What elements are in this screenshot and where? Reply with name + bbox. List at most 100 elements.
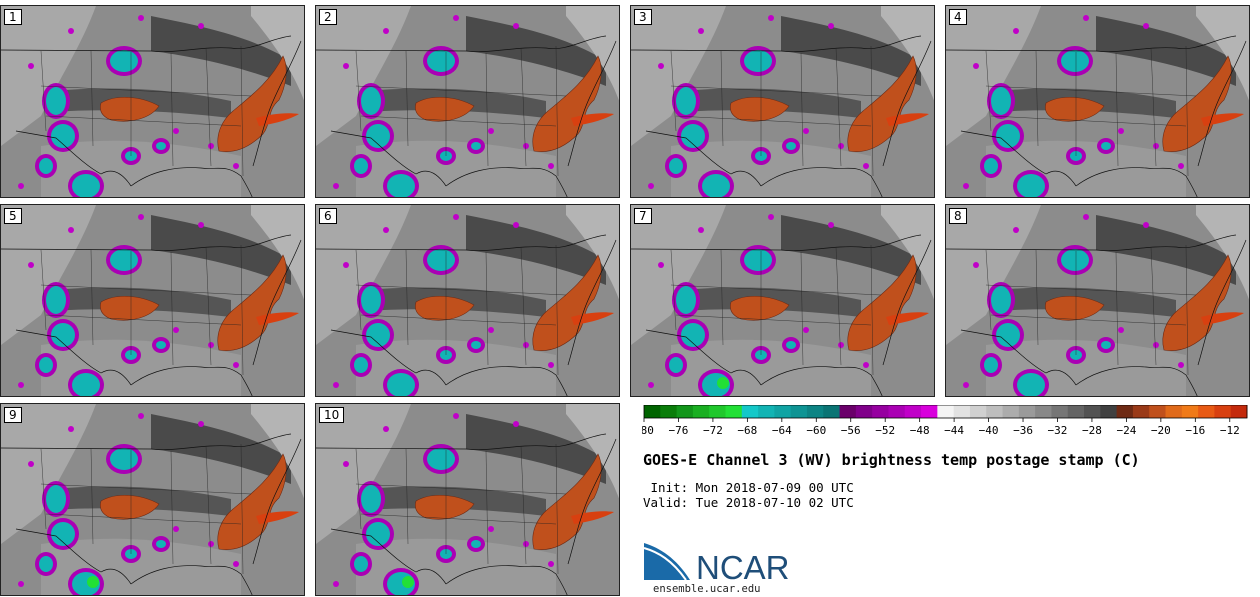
cold-speck [1153,143,1159,149]
colorbar-tick-label: −32 [1048,424,1068,437]
cold-cloud-core [361,87,381,115]
cold-speck [1143,222,1149,228]
member-number: 1 [4,9,22,25]
cold-speck [513,421,519,427]
cold-cloud-core [427,448,455,470]
cold-speck [513,23,519,29]
cold-cloud-core [46,485,66,513]
colorbar-swatch [1230,405,1248,418]
cold-cloud-core [39,158,53,174]
border-canada-us [1,35,292,52]
dry-band-north [1096,215,1236,285]
cold-cloud-core [354,158,368,174]
postage-stamp-panel: 4 [945,5,1250,198]
cold-speck [803,327,809,333]
cold-speck [963,382,969,388]
cold-speck [863,362,869,368]
colorbar-swatch [872,405,889,418]
member-number: 3 [634,9,652,25]
cold-cloud-core [366,323,390,347]
cold-speck [488,327,494,333]
coastline-gulf [760,366,883,396]
member-number: 7 [634,208,652,224]
init-time: Init: Mon 2018-07-09 00 UTC [643,480,854,495]
light-band-east [566,6,619,101]
cold-speck [803,128,809,134]
warm-area-east-tail [886,312,929,325]
warm-area-central [415,97,475,122]
coastline-gulf [1075,167,1198,197]
colorbar-swatch [1035,405,1052,418]
cold-speck [1143,23,1149,29]
init-text: Init: Mon 2018-07-09 00 UTC [650,480,854,495]
cold-speck [138,15,144,21]
colorbar-tick-label: −40 [979,424,999,437]
cold-cloud-core [156,540,166,548]
colorbar-swatch [774,405,792,418]
warm-area-central [730,97,790,122]
colorbar: −80 −76 −72 −68 −64 −60 −56 −52 −48 −44 −40 −36 −32 −… [642,405,1248,437]
wv-brightness-map [631,205,934,396]
dry-band-north [151,16,291,86]
cold-speck [333,382,339,388]
warm-area-east [847,55,917,152]
cold-speck [28,262,34,268]
colorbar-frame [643,405,1248,419]
cold-cloud-core [1017,174,1045,197]
cold-speck [698,227,704,233]
state-lines [670,45,882,177]
coastline-east [1197,40,1247,167]
postage-stamp-panel: 2 [315,5,620,198]
postage-stamp-panel: 1 [0,5,305,198]
cold-cloud-core [110,249,138,271]
postage-stamp-panel: 10 [315,403,620,596]
cold-speck [1118,327,1124,333]
cold-cloud-core [676,286,696,314]
state-lines [670,244,882,376]
cold-speck [658,63,664,69]
colorbar-tick-label: −56 [841,424,861,437]
cold-cloud-core [156,341,166,349]
coastline-east [252,40,302,167]
warm-area-east-tail [571,312,614,325]
cold-speck [68,28,74,34]
cold-speck [233,362,239,368]
colorbar-swatch [644,405,661,418]
state-lines [355,244,567,376]
coastline-east [252,239,302,366]
cold-speck [208,143,214,149]
cold-cloud-core [1101,341,1111,349]
cold-speck [838,143,844,149]
border-canada-us [316,433,607,450]
cold-speck [383,28,389,34]
cold-speck [548,362,554,368]
dry-band-north [466,414,606,484]
dry-band-north [781,16,921,86]
coastline-gulf [445,366,568,396]
cold-speck [768,214,774,220]
ncar-swoosh-highlight [643,547,687,581]
warm-area-central [1045,296,1105,321]
colorbar-swatch [790,405,808,418]
cold-cloud-core [110,50,138,72]
cold-speck [453,413,459,419]
warm-area-central [100,97,160,122]
coastline-gulf [130,167,253,197]
cold-speck [173,128,179,134]
cold-speck [198,421,204,427]
cold-cloud-core [361,485,381,513]
colorbar-swatch [1084,405,1101,418]
state-lines [40,45,252,177]
colorbar-swatch [758,405,775,418]
state-lines [40,443,252,575]
cold-cloud-core [46,87,66,115]
cold-speck [208,541,214,547]
postage-stamp-panel: 5 [0,204,305,397]
border-mexico-us [330,528,447,585]
colorbar-swatch [676,405,694,418]
ncar-wordmark: NCAR [696,549,790,584]
warm-area-east [532,254,602,351]
light-band-east [881,6,934,101]
dry-band-west [316,6,411,146]
dry-band-north [1096,16,1236,86]
